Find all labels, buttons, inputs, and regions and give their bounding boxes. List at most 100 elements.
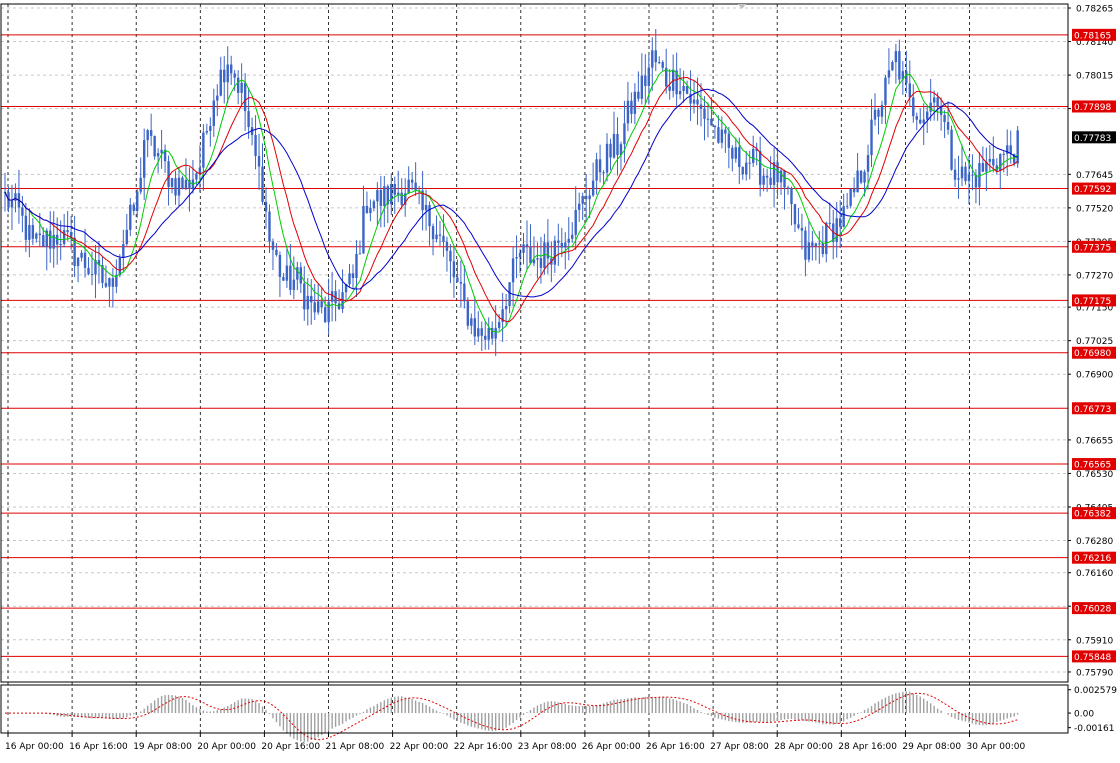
time-tick-label: 16 Apr 16:00 [69,742,128,752]
candle-body [386,186,389,205]
candle-body [880,104,884,117]
candle-body [578,203,581,210]
candle-body [497,322,501,328]
candle-body [195,173,198,180]
candle-body [296,267,299,280]
candle-body [560,242,563,248]
candle-body [605,143,609,173]
candle-body [101,265,104,283]
candle-body [985,161,988,172]
candle-body [926,111,929,120]
candle-body [198,167,202,174]
candle-body [647,67,650,86]
candle-body [35,233,38,239]
time-tick-label: 22 Apr 00:00 [390,742,449,752]
candle-body [543,242,546,268]
level-label: 0.76773 [1074,405,1111,415]
candle-body [310,295,313,303]
level-label-bg [1072,650,1116,663]
time-tick-label: 27 Apr 08:00 [710,742,769,752]
time-axis[interactable]: 16 Apr 00:00 16 Apr 16:00 19 Apr 08:00 20 A… [5,733,1025,752]
candle-body [226,64,229,83]
time-tick-label: 29 Apr 08:00 [902,742,961,752]
candle-body [410,179,414,183]
level-label-bg [1072,602,1116,615]
candle-body [24,215,28,240]
candle-body [243,82,247,112]
candle-body [372,201,376,209]
candle-body [922,119,925,124]
current-price-bg [1072,131,1116,144]
candle-body [960,166,964,179]
candle-body [111,278,115,287]
candle-body [678,91,682,95]
candle-body [734,147,737,159]
candle-body [870,119,873,156]
level-label: 0.77592 [1074,185,1111,195]
candle-body [692,99,696,104]
candle-body [508,282,511,306]
candle-body [557,240,560,243]
candle-body [727,133,731,148]
candle-body [289,265,292,290]
candle-body [546,242,550,259]
level-label-bg [1072,507,1116,520]
candle-body [442,235,445,243]
candle-body [459,281,463,284]
candle-body [477,328,480,337]
candle-body [407,179,410,194]
candle-body [696,99,699,105]
candle-body [1002,153,1005,155]
candle-body [887,70,891,78]
level-label: 0.77375 [1074,243,1111,253]
candle-body [320,301,323,308]
candle-body [160,149,163,154]
candle-body [275,249,278,255]
level-label-bg [1072,458,1116,471]
chart-shift-marker[interactable] [738,4,746,9]
candle-body [717,127,720,143]
candle-body [233,73,236,78]
candle-body [713,125,717,128]
price-tick-label: 0.77645 [1076,171,1113,181]
candle-body [484,335,487,340]
candle-body [125,229,128,245]
time-tick-label: 26 Apr 00:00 [582,742,641,752]
candle-body [731,147,734,159]
candle-body [383,186,386,206]
candle-body [905,71,908,84]
candle-body [303,283,306,310]
candle-body [491,327,494,339]
price-tick-label: 0.77025 [1076,337,1113,347]
candlestick-series [3,28,1019,357]
price-tick-label: 0.76160 [1076,569,1113,579]
candle-body [90,273,94,275]
candle-body [435,234,438,240]
candle-body [658,62,661,64]
candle-body [967,174,971,182]
candle-body [898,51,901,80]
candle-body [174,178,177,196]
candle-body [675,70,678,95]
time-tick-label: 20 Apr 00:00 [197,742,256,752]
candle-body [811,242,814,247]
candle-body [946,122,950,130]
candle-body [522,244,525,253]
candle-body [317,301,320,313]
candle-body [821,243,824,255]
chart-frame [0,3,1069,734]
level-label-bg [1072,240,1116,253]
support-resistance-levels[interactable] [1,34,1068,657]
candle-body [348,273,351,285]
candle-body [936,97,939,107]
candle-body [919,119,922,124]
candle-body [466,301,470,326]
candle-body [129,204,132,230]
level-label-bg [1072,100,1116,113]
candle-body [452,261,456,278]
candle-body [574,209,577,235]
candle-body [908,83,911,98]
candle-body [901,71,905,80]
